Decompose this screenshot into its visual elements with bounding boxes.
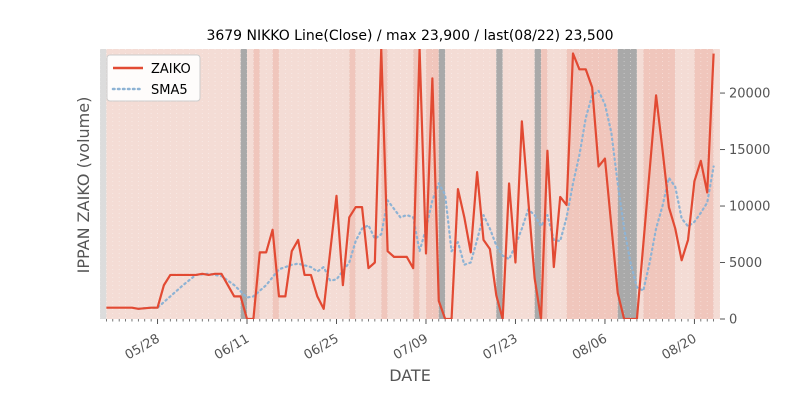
background-band: [253, 49, 260, 319]
background-band: [100, 49, 107, 319]
background-band: [387, 49, 414, 319]
chart-title: 3679 NIKKO Line(Close) / max 23,900 / la…: [206, 28, 613, 44]
x-tick-label: 08/06: [570, 331, 610, 363]
y-tick-label: 10000: [729, 200, 770, 215]
background-band: [438, 49, 446, 319]
x-axis-label: DATE: [389, 366, 431, 385]
series-lines: [106, 49, 715, 319]
legend: ZAIKO SMA5: [106, 54, 201, 102]
background-band: [496, 49, 503, 319]
series-line-zaiko: [106, 49, 715, 319]
y-tick-label: 20000: [729, 87, 770, 102]
legend-label-sma5: SMA5: [151, 83, 188, 98]
background-band: [713, 49, 720, 319]
y-tick-label: 15000: [729, 143, 770, 158]
x-tick-label: 05/28: [123, 331, 163, 363]
legend-label-zaiko: ZAIKO: [151, 62, 191, 77]
background-band: [541, 49, 548, 319]
y-tick-label: 0: [729, 313, 737, 328]
background-band: [349, 49, 356, 319]
x-tick-label: 08/20: [659, 331, 699, 363]
series-line-sma5: [137, 89, 715, 310]
y-axis-label: IPPAN ZAIKO (volume): [74, 97, 93, 274]
background-band: [278, 49, 350, 319]
x-tick-label: 06/11: [212, 331, 252, 363]
y-tick-label: 5000: [729, 256, 762, 271]
background-band: [675, 49, 695, 319]
background-band: [617, 49, 637, 319]
x-axis: 05/28 06/11 06/25 07/09 07/23 08/06 08/20: [105, 319, 715, 363]
background-band: [240, 49, 248, 319]
background-band: [636, 49, 644, 319]
background-band: [272, 49, 279, 319]
x-tick-label: 07/09: [391, 331, 431, 363]
background-band: [247, 49, 254, 319]
background-band: [425, 49, 439, 319]
y-axis: 0 5000 10000 15000 20000: [720, 87, 770, 328]
background-band: [534, 49, 542, 319]
x-tick-label: 06/25: [302, 331, 342, 363]
x-tick-label: 07/23: [481, 331, 521, 363]
background-band: [694, 49, 714, 319]
